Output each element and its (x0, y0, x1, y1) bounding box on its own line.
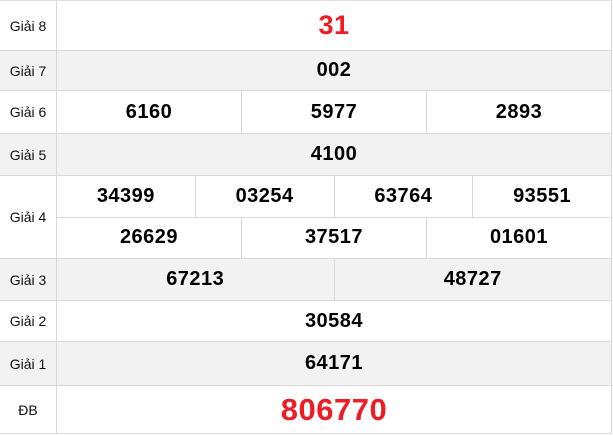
prize-number-giai-4-1: 34399 (96, 184, 155, 207)
prize-label-giai-1: Giải 1 (0, 342, 57, 385)
prize-values-giai-4-row2: 26629 37517 01601 (57, 217, 611, 258)
prize-values-giai-5: 4100 (57, 134, 611, 175)
prize-values-giai-1: 64171 (57, 342, 611, 385)
prize-number-giai-4-3: 63764 (333, 176, 473, 217)
prize-values-giai-4: 34399 03254 63764 93551 26629 37517 0160… (57, 176, 611, 258)
prize-values-giai-6: 6160 5977 2893 (57, 91, 611, 133)
prize-label-db: ĐB (0, 386, 57, 433)
prize-row-giai-5: Giải 5 4100 (0, 134, 611, 176)
prize-number-db: 806770 (280, 391, 388, 427)
prize-number-giai-4-6: 37517 (241, 217, 426, 258)
prize-number-giai-2: 30584 (304, 309, 364, 332)
prize-number-giai-4-5: 26629 (119, 226, 179, 249)
prize-number-giai-4-7: 01601 (426, 217, 611, 258)
prize-values-giai-4-row1: 34399 03254 63764 93551 (57, 176, 611, 218)
prize-row-giai-3: Giải 3 67213 48727 (0, 259, 611, 301)
prize-values-giai-7: 002 (57, 51, 611, 90)
prize-values-giai-3: 67213 48727 (57, 259, 611, 300)
prize-number-giai-6-2: 5977 (241, 91, 426, 133)
prize-number-giai-1: 64171 (304, 352, 364, 374)
prize-number-giai-5: 4100 (310, 143, 358, 165)
prize-values-giai-2: 30584 (57, 301, 611, 341)
prize-label-giai-4: Giải 4 (0, 176, 57, 258)
prize-row-giai-2: Giải 2 30584 (0, 301, 611, 342)
prize-row-giai-6: Giải 6 6160 5977 2893 (0, 91, 611, 134)
prize-label-giai-8: Giải 8 (0, 1, 57, 50)
prize-values-db: 806770 (57, 386, 611, 433)
prize-number-giai-7: 002 (316, 59, 352, 81)
prize-number-giai-4-2: 03254 (194, 176, 334, 217)
prize-row-db: ĐB 806770 (0, 386, 611, 434)
prize-row-giai-1: Giải 1 64171 (0, 342, 611, 386)
prize-label-giai-6: Giải 6 (0, 91, 57, 133)
prize-label-giai-7: Giải 7 (0, 51, 57, 90)
prize-label-giai-5: Giải 5 (0, 134, 57, 175)
prize-label-giai-3: Giải 3 (0, 259, 57, 300)
prize-values-giai-8: 31 (57, 1, 611, 50)
prize-row-giai-8: Giải 8 31 (0, 1, 611, 51)
prize-number-giai-6-1: 6160 (125, 100, 173, 123)
prize-number-giai-8: 31 (318, 10, 350, 40)
prize-number-giai-3-1: 67213 (166, 268, 225, 290)
prize-label-giai-2: Giải 2 (0, 301, 57, 341)
prize-row-giai-7: Giải 7 002 (0, 51, 611, 91)
prize-number-giai-6-3: 2893 (426, 91, 611, 133)
prize-number-giai-3-2: 48727 (333, 259, 612, 300)
prize-row-giai-4: Giải 4 34399 03254 63764 93551 26629 375… (0, 176, 611, 259)
prize-number-giai-4-4: 93551 (472, 176, 611, 217)
